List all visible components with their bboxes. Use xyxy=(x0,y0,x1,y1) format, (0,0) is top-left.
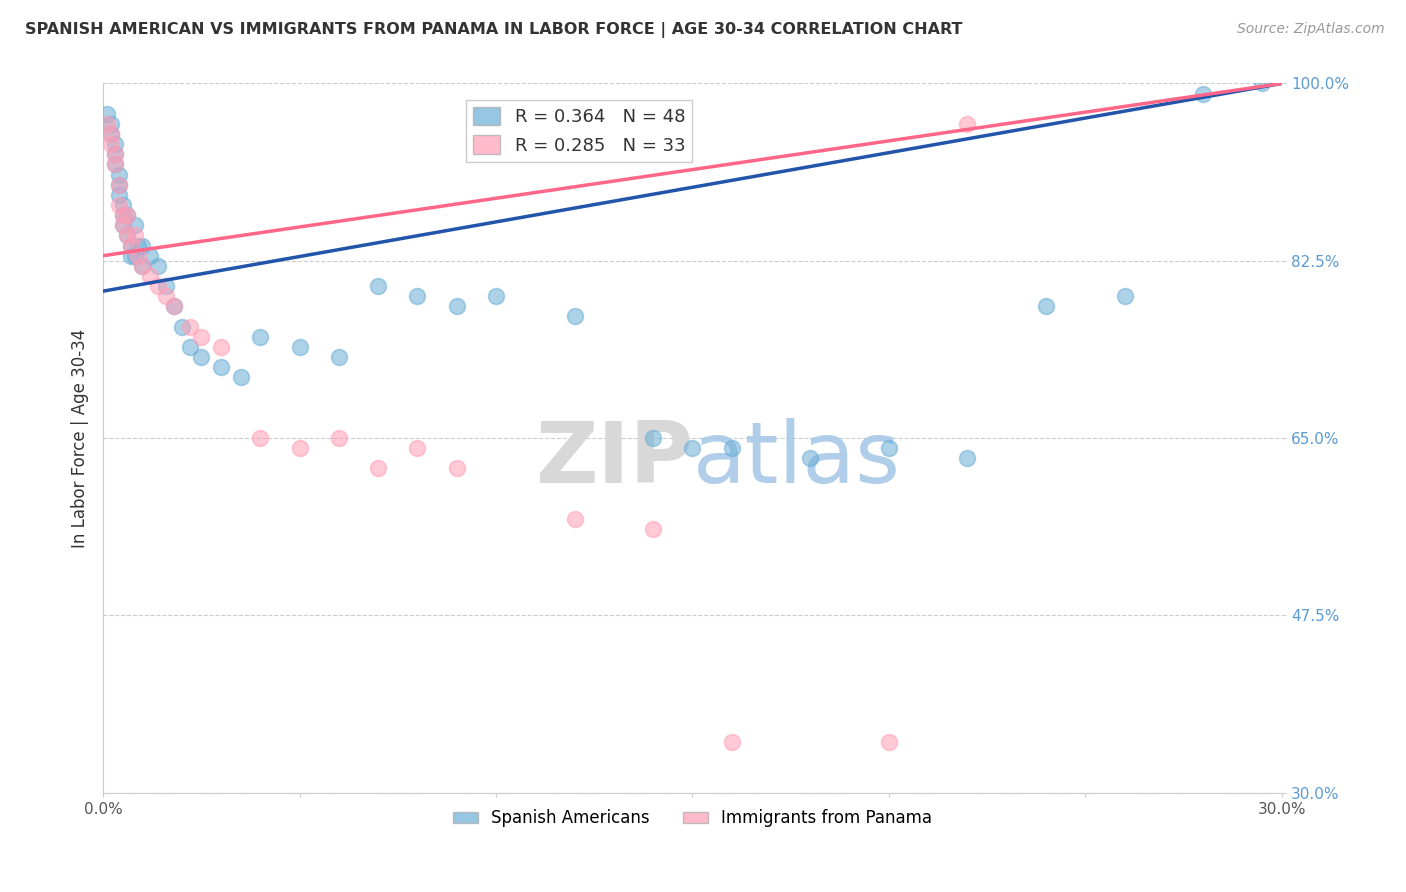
Point xyxy=(163,299,186,313)
Point xyxy=(485,289,508,303)
Point xyxy=(115,208,138,222)
Point xyxy=(190,350,212,364)
Point xyxy=(367,461,389,475)
Point xyxy=(127,238,149,252)
Point xyxy=(120,238,142,252)
Point xyxy=(367,279,389,293)
Point xyxy=(446,299,468,313)
Text: atlas: atlas xyxy=(693,417,900,500)
Point xyxy=(190,330,212,344)
Point xyxy=(131,259,153,273)
Point xyxy=(146,279,169,293)
Point xyxy=(104,147,127,161)
Point xyxy=(288,441,311,455)
Point xyxy=(124,219,146,233)
Point xyxy=(108,178,131,192)
Point xyxy=(100,127,122,141)
Point xyxy=(956,451,979,466)
Point xyxy=(249,330,271,344)
Point xyxy=(877,735,900,749)
Point xyxy=(120,238,142,252)
Point xyxy=(146,259,169,273)
Point xyxy=(155,289,177,303)
Point xyxy=(96,107,118,121)
Point xyxy=(139,249,162,263)
Point xyxy=(155,279,177,293)
Point xyxy=(115,228,138,243)
Point xyxy=(1114,289,1136,303)
Point xyxy=(104,157,127,171)
Point xyxy=(111,198,134,212)
Point xyxy=(406,289,429,303)
Point xyxy=(124,249,146,263)
Point xyxy=(643,522,665,536)
Point xyxy=(96,117,118,131)
Point xyxy=(100,117,122,131)
Point xyxy=(328,350,350,364)
Point xyxy=(108,178,131,192)
Point xyxy=(108,198,131,212)
Point xyxy=(720,441,742,455)
Point xyxy=(111,219,134,233)
Point xyxy=(179,319,201,334)
Point xyxy=(1035,299,1057,313)
Point xyxy=(100,127,122,141)
Point xyxy=(163,299,186,313)
Text: SPANISH AMERICAN VS IMMIGRANTS FROM PANAMA IN LABOR FORCE | AGE 30-34 CORRELATIO: SPANISH AMERICAN VS IMMIGRANTS FROM PANA… xyxy=(25,22,963,38)
Point xyxy=(170,319,193,334)
Point xyxy=(104,157,127,171)
Point xyxy=(229,370,252,384)
Point xyxy=(288,340,311,354)
Point xyxy=(131,259,153,273)
Text: ZIP: ZIP xyxy=(534,417,693,500)
Legend: Spanish Americans, Immigrants from Panama: Spanish Americans, Immigrants from Panam… xyxy=(446,803,939,834)
Point xyxy=(564,512,586,526)
Point xyxy=(104,137,127,152)
Point xyxy=(209,360,232,375)
Point xyxy=(720,735,742,749)
Point xyxy=(115,208,138,222)
Point xyxy=(115,228,138,243)
Point xyxy=(328,431,350,445)
Point xyxy=(446,461,468,475)
Point xyxy=(564,310,586,324)
Point xyxy=(682,441,704,455)
Point xyxy=(124,228,146,243)
Text: Source: ZipAtlas.com: Source: ZipAtlas.com xyxy=(1237,22,1385,37)
Point xyxy=(104,147,127,161)
Point xyxy=(1251,77,1274,91)
Point xyxy=(179,340,201,354)
Point xyxy=(406,441,429,455)
Point xyxy=(127,249,149,263)
Point xyxy=(643,431,665,445)
Point xyxy=(209,340,232,354)
Point xyxy=(956,117,979,131)
Point xyxy=(111,208,134,222)
Y-axis label: In Labor Force | Age 30-34: In Labor Force | Age 30-34 xyxy=(72,328,89,548)
Point xyxy=(249,431,271,445)
Point xyxy=(108,187,131,202)
Point xyxy=(100,137,122,152)
Point xyxy=(1192,87,1215,101)
Point xyxy=(799,451,821,466)
Point xyxy=(111,219,134,233)
Point xyxy=(120,249,142,263)
Point xyxy=(108,168,131,182)
Point xyxy=(131,238,153,252)
Point xyxy=(111,208,134,222)
Point xyxy=(877,441,900,455)
Point xyxy=(139,268,162,283)
